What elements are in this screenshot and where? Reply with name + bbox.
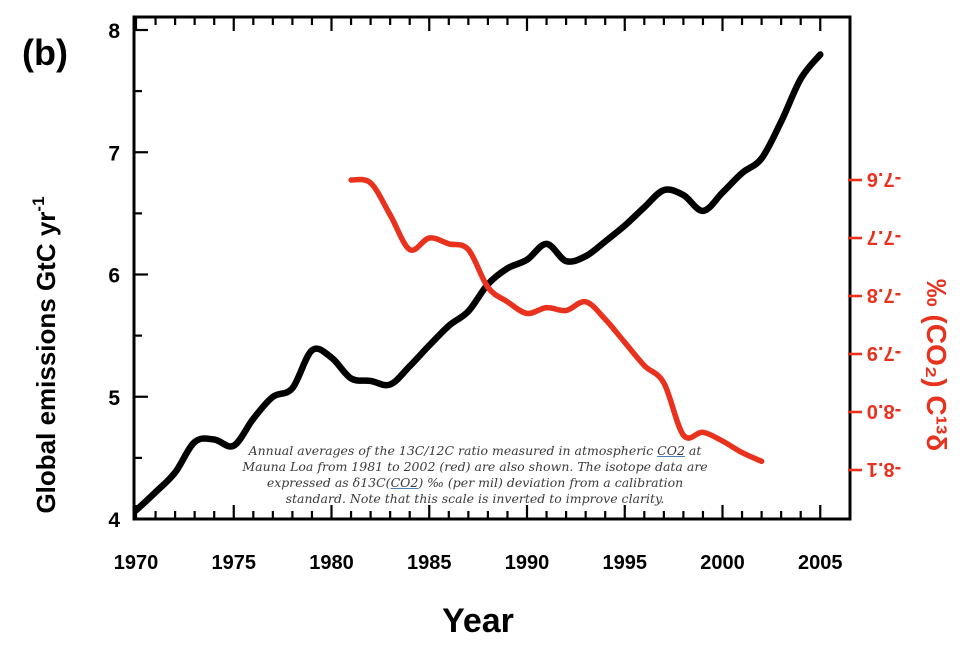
y2-tick-label: -7.9: [867, 342, 901, 364]
x-tick-label: 2000: [700, 552, 745, 574]
x-tick-label: 1985: [407, 552, 452, 574]
x-tick-label: 2005: [798, 552, 843, 574]
y-tick-label: 4: [108, 509, 120, 532]
y2-tick-label: -7.8: [867, 284, 901, 306]
y2-tick-label: -7.7: [867, 226, 901, 248]
y-tick-labels: 4 5 6 7 8: [108, 20, 120, 532]
x-tick-label: 1980: [309, 552, 354, 574]
series-layer: [136, 55, 820, 511]
y2-tick-label: -8.1: [867, 458, 901, 480]
caption-link-co2-1[interactable]: CO2: [657, 443, 685, 458]
x-tick-label: 1995: [603, 552, 648, 574]
x-tick-label: 1975: [212, 552, 257, 574]
x-axis-label: Year: [442, 602, 514, 640]
y-tick-label: 8: [108, 20, 120, 43]
chart-caption: Annual averages of the 13C/12C ratio mea…: [240, 443, 710, 507]
caption-text-1: Annual averages of the 13C/12C ratio mea…: [249, 443, 658, 458]
y-tick-label: 5: [108, 387, 120, 410]
y2-tick-labels: -7.6 -7.7 -7.8 -7.9 -8.0 -8.1: [867, 168, 901, 480]
y2-tick-label: -8.0: [867, 400, 901, 422]
y-axis-label-main: Global emissions GtC yr: [31, 212, 61, 514]
y-axis-label: Global emissions GtC yr-1: [29, 196, 61, 513]
x-tick-labels: 1970 1975 1980 1985 1990 1995 2000 2005: [114, 552, 843, 574]
caption-link-co2-2[interactable]: CO2: [391, 475, 419, 490]
series-line-isotope: [351, 179, 761, 461]
y2-tick-label: -7.6: [867, 168, 901, 190]
x-tick-label: 1970: [114, 552, 159, 574]
series-line-emissions: [136, 55, 820, 511]
panel-label: (b): [22, 32, 68, 73]
y2-axis-label: ‰ (CO₂) C¹³δ: [921, 279, 952, 452]
y-axis-label-exponent: -1: [29, 196, 48, 211]
y-tick-label: 6: [108, 265, 120, 288]
y-tick-label: 7: [108, 142, 120, 165]
x-tick-label: 1990: [505, 552, 550, 574]
